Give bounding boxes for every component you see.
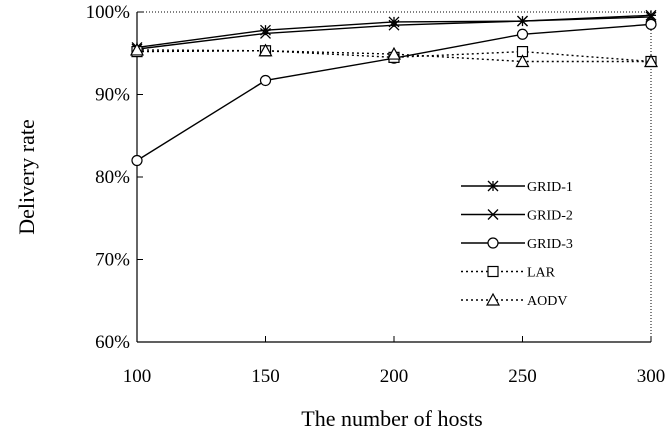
data-point bbox=[516, 28, 529, 40]
legend-item: LAR bbox=[461, 266, 556, 281]
x-tick-label: 100 bbox=[123, 366, 152, 387]
data-point bbox=[515, 54, 530, 68]
y-axis-title: Delivery rate bbox=[14, 119, 39, 234]
series-layer bbox=[129, 9, 659, 167]
legend-marker bbox=[487, 237, 499, 249]
y-tick-label: 60% bbox=[95, 332, 130, 353]
legend-label: GRID-3 bbox=[527, 237, 573, 252]
series-grid-1 bbox=[131, 9, 657, 53]
x-tick-label: 200 bbox=[380, 366, 409, 387]
legend: GRID-1 GRID-2 GRID-3 LAR AODV bbox=[461, 180, 573, 309]
y-tick-label: 70% bbox=[95, 250, 130, 271]
series-aodv bbox=[129, 42, 659, 68]
x-tick-label: 250 bbox=[508, 366, 537, 387]
legend-label: GRID-1 bbox=[527, 180, 573, 195]
x-axis: 100 150 200 250 300 bbox=[123, 336, 666, 387]
data-point bbox=[259, 74, 272, 87]
data-point bbox=[131, 154, 143, 167]
legend-item: GRID-3 bbox=[461, 237, 573, 252]
legend-item: AODV bbox=[461, 292, 567, 309]
legend-marker bbox=[487, 209, 499, 220]
legend-label: GRID-2 bbox=[527, 209, 573, 224]
data-point bbox=[388, 19, 400, 31]
y-tick-label: 80% bbox=[95, 167, 130, 188]
series-line bbox=[136, 49, 651, 63]
y-tick-label: 100% bbox=[86, 2, 131, 23]
legend-label: LAR bbox=[527, 266, 556, 281]
data-point bbox=[386, 46, 402, 60]
series-grid-2 bbox=[131, 11, 657, 55]
legend-label: AODV bbox=[527, 294, 567, 309]
data-point bbox=[258, 43, 273, 57]
x-tick-label: 300 bbox=[637, 366, 666, 387]
legend-marker bbox=[485, 292, 501, 306]
data-point bbox=[643, 54, 659, 68]
data-point bbox=[517, 15, 528, 27]
legend-marker bbox=[487, 265, 499, 278]
legend-item: GRID-1 bbox=[461, 180, 573, 195]
series-grid-3 bbox=[131, 18, 657, 167]
y-tick-label: 90% bbox=[95, 85, 130, 106]
legend-item: GRID-2 bbox=[461, 209, 573, 224]
legend-marker bbox=[487, 180, 499, 192]
series-line bbox=[136, 23, 652, 162]
data-point bbox=[129, 42, 145, 56]
data-point bbox=[260, 27, 271, 39]
data-point bbox=[645, 18, 657, 30]
x-axis-title: The number of hosts bbox=[301, 406, 482, 431]
y-axis: 60% 70% 80% 90% 100% bbox=[86, 2, 143, 353]
x-tick-label: 150 bbox=[251, 366, 280, 387]
data-point bbox=[645, 9, 657, 21]
